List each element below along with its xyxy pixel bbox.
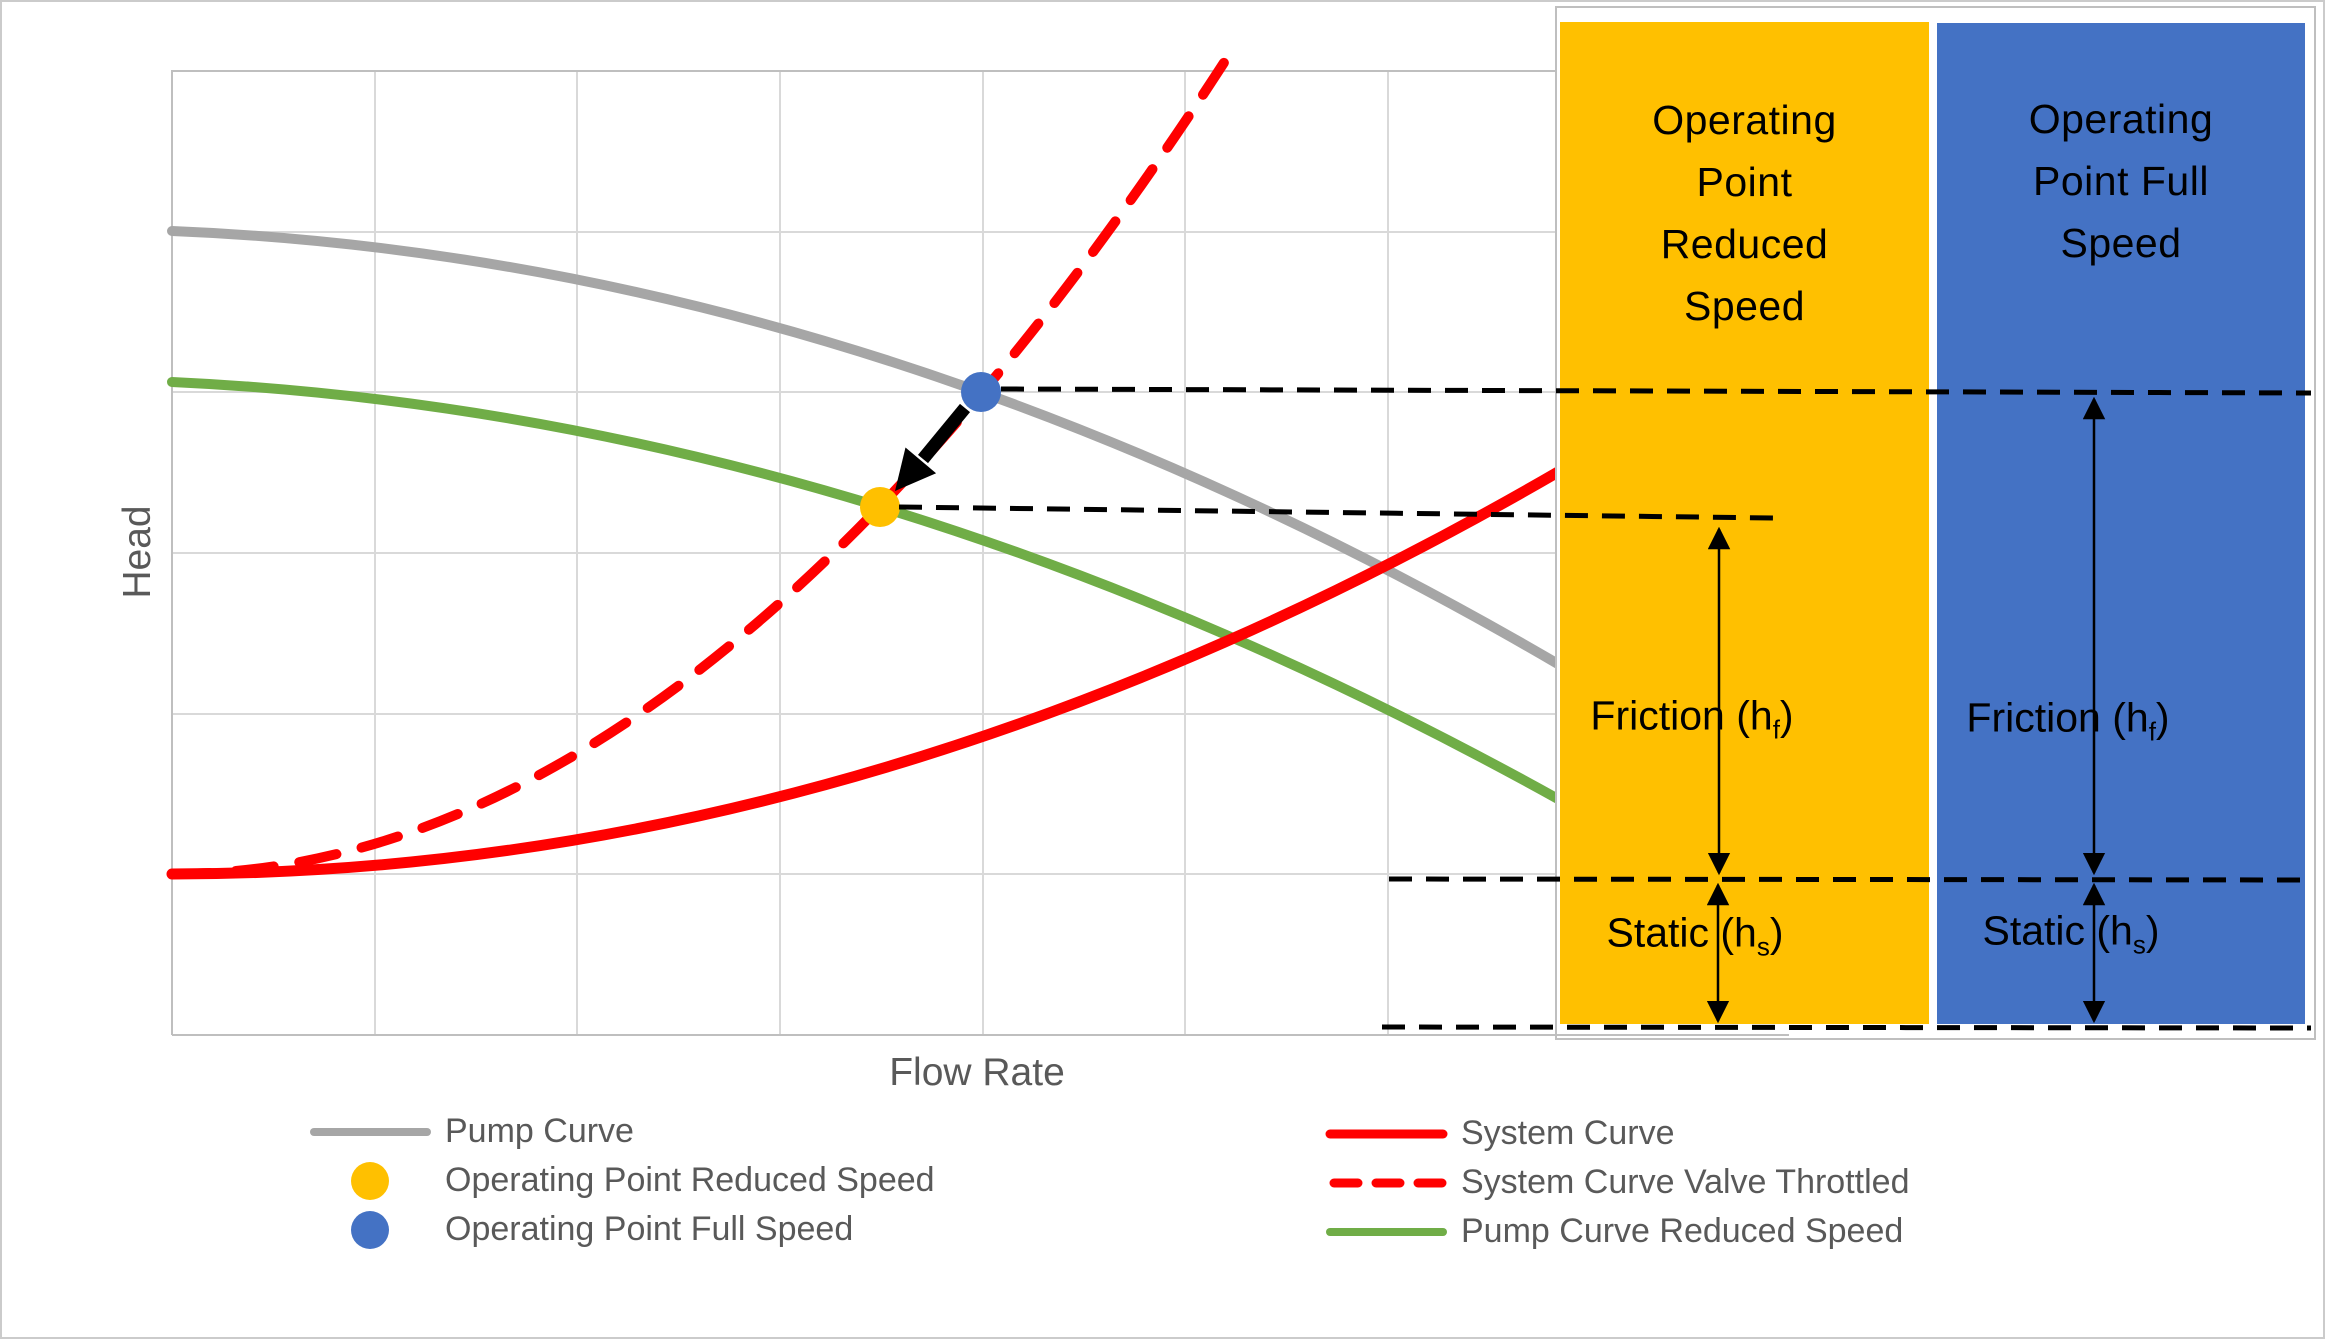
reduced-speed-head-line	[898, 504, 1775, 521]
system-curve-line-swatch	[1325, 1129, 1448, 1138]
head-level-dashed-lines	[898, 386, 2312, 1031]
legend-label: Pump Curve Reduced Speed	[1461, 1212, 1904, 1250]
pump-curve-reduced-line-swatch	[1326, 1227, 1447, 1236]
friction-label-text: Friction (h	[1590, 692, 1773, 739]
legend-item-pump-curve: Pump Curve	[309, 1107, 935, 1156]
reduced-box-title-line: Point	[1696, 159, 1793, 205]
legend-label: Operating Point Full Speed	[445, 1210, 854, 1248]
friction-label-text: Friction (h	[1966, 694, 2149, 741]
speed-change-arrow-shaft	[917, 403, 971, 464]
legend-left-column: Pump Curve Operating Point Reduced Speed…	[309, 1107, 935, 1254]
legend-item-op-full: Operating Point Full Speed	[309, 1205, 935, 1254]
friction-label-close: )	[2155, 694, 2170, 741]
pump-curve	[167, 226, 1563, 669]
reduced-box-title-line: Reduced	[1660, 221, 1829, 267]
operating-point-full-dot-swatch	[351, 1210, 389, 1249]
legend-label: System Curve	[1461, 1114, 1675, 1152]
measurement-arrows	[1706, 396, 2106, 1024]
legend-label: Operating Point Reduced Speed	[445, 1161, 935, 1199]
plot-area-border	[171, 70, 1793, 1035]
static-label-full: Static (hs)	[1982, 907, 2160, 958]
operating-point-reduced-speed-box: Operating Point Reduced Speed	[1560, 22, 1929, 1024]
legend-item-pump-curve-reduced: Pump Curve Reduced Speed	[1325, 1207, 1909, 1256]
legend-item-system-curve: System Curve	[1325, 1109, 1909, 1158]
system-curve	[166, 466, 1564, 880]
legend-label: Pump Curve	[445, 1112, 634, 1150]
static-label-sub: s	[1756, 931, 1770, 962]
system-curve-valve-throttled	[167, 53, 1232, 879]
full-box-title-line: Speed	[2060, 220, 2182, 266]
static-label-text: Static (h	[1982, 907, 2133, 954]
full-speed-head-line	[1000, 386, 2312, 396]
x-axis-label: Flow Rate	[889, 1051, 1065, 1094]
baseline-line	[1381, 1024, 2312, 1031]
static-label-close: )	[2145, 907, 2160, 954]
static-head-line	[1388, 876, 2312, 883]
reduced-box-title-line: Operating	[1652, 97, 1837, 143]
speed-change-arrow	[895, 403, 971, 491]
full-box-title-line: Point Full	[2033, 158, 2209, 204]
system-curve-throttled-dashed-swatch	[1329, 1178, 1448, 1187]
friction-label-reduced: Friction (hf)	[1590, 692, 1794, 743]
reduced-box-title-line: Speed	[1683, 283, 1806, 329]
legend-item-system-curve-throttled: System Curve Valve Throttled	[1325, 1158, 1909, 1207]
static-label-sub: s	[2132, 929, 2146, 960]
gridlines	[172, 71, 1793, 1035]
static-label-text: Static (h	[1606, 909, 1757, 956]
full-box-title: Operating Point Full Speed	[1937, 88, 2305, 274]
operating-point-markers	[860, 372, 1001, 527]
legend-item-op-reduced: Operating Point Reduced Speed	[309, 1156, 935, 1205]
operating-point-full-speed-marker	[961, 372, 1001, 412]
operating-point-reduced-dot-swatch	[351, 1161, 389, 1200]
reduced-box-title: Operating Point Reduced Speed	[1560, 89, 1929, 337]
friction-label-sub: f	[2148, 716, 2156, 747]
pump-curve-line-swatch	[310, 1127, 431, 1136]
friction-label-full: Friction (hf)	[1966, 694, 2170, 745]
operating-point-reduced-speed-marker	[860, 487, 900, 527]
friction-label-close: )	[1779, 692, 1794, 739]
static-label-reduced: Static (hs)	[1606, 909, 1784, 960]
legend-label: System Curve Valve Throttled	[1461, 1163, 1910, 1201]
friction-label-sub: f	[1772, 714, 1780, 745]
legend-right-column: System Curve System Curve Valve Throttle…	[1325, 1109, 1909, 1256]
speed-change-arrow-head	[895, 447, 937, 491]
y-axis-label: Head	[116, 505, 159, 599]
operating-point-full-speed-box: Operating Point Full Speed	[1937, 23, 2305, 1024]
full-box-title-line: Operating	[2028, 96, 2214, 142]
static-label-close: )	[1769, 909, 1784, 956]
